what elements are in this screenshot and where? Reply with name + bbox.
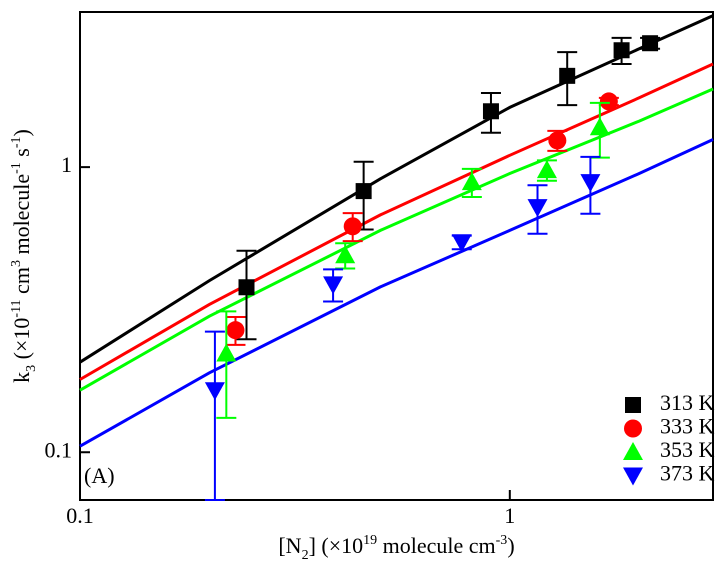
marker <box>482 103 499 120</box>
marker <box>461 172 482 191</box>
legend-marker <box>625 397 641 413</box>
marker <box>559 67 576 84</box>
marker <box>355 183 372 200</box>
fit-line <box>79 62 714 381</box>
legend-label: 353 K <box>660 437 715 462</box>
y-axis-label-part: cm <box>9 267 34 299</box>
y-axis-label-part: 3 <box>24 365 39 372</box>
y-axis-label-part: ) <box>9 129 34 136</box>
y-axis-label: k3 (×10-11 cm3 molecule-1 s-1) <box>9 129 39 383</box>
marker <box>216 343 237 362</box>
marker <box>527 199 548 218</box>
legend-marker <box>623 442 643 460</box>
marker <box>226 321 245 340</box>
y-tick-label: 1 <box>61 152 72 177</box>
annotation: (A) <box>84 463 115 488</box>
y-axis-label-part: s <box>9 148 34 162</box>
marker <box>323 276 344 295</box>
fit-line <box>79 138 714 448</box>
marker <box>599 92 618 111</box>
error-bar <box>204 330 225 501</box>
fit-line <box>79 87 714 392</box>
x-axis-label-part: 2 <box>302 548 309 563</box>
legend-label: 333 K <box>660 414 715 439</box>
y-axis-label-part: (×10 <box>9 318 34 365</box>
marker <box>589 117 610 136</box>
marker <box>335 245 356 264</box>
x-axis-label-part: ] (×10 <box>309 533 364 558</box>
x-axis-label-part: ) <box>507 533 514 558</box>
x-tick-label: 1 <box>504 503 515 528</box>
y-axis-label-part: molecule <box>9 174 34 260</box>
x-axis-label-part: 19 <box>363 533 377 548</box>
marker <box>238 279 255 296</box>
x-tick-label: 0.1 <box>66 503 94 528</box>
marker <box>451 234 472 253</box>
marker <box>548 131 567 150</box>
error-bar <box>216 310 237 419</box>
marker <box>204 382 225 401</box>
marker <box>343 217 362 236</box>
legend-label: 373 K <box>660 461 715 486</box>
y-axis-label-part: 3 <box>9 260 24 267</box>
y-tick-label: 0.1 <box>45 437 73 462</box>
y-axis-label-part: k <box>9 372 34 383</box>
x-axis-label-part: molecule cm <box>377 533 496 558</box>
marker <box>613 42 630 59</box>
marker <box>536 160 557 179</box>
plot-frame <box>79 11 714 501</box>
marker <box>642 35 659 52</box>
x-axis-label-part: [N <box>278 533 301 558</box>
legend-label: 313 K <box>660 390 715 415</box>
y-axis-label-part: -1 <box>9 137 24 149</box>
fit-line <box>79 14 714 364</box>
marker <box>580 174 601 193</box>
y-axis-label-part: -11 <box>9 299 24 317</box>
legend-marker <box>624 419 642 438</box>
legend-marker <box>623 467 643 486</box>
y-axis-label-part: -1 <box>9 162 24 174</box>
x-axis-label-part: -3 <box>496 533 508 548</box>
x-axis-label: [N2] (×1019 molecule cm-3) <box>278 533 514 563</box>
